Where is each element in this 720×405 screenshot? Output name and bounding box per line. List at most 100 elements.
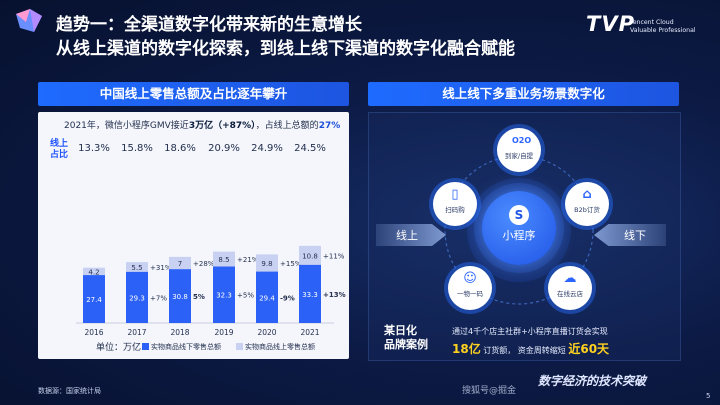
- online-share-label-2: 占比: [50, 150, 69, 160]
- tvp-logo: TVP Tencent Cloud Valuable Professional: [586, 12, 710, 42]
- online-share-value: 15.8%: [121, 143, 153, 154]
- people-icon: ☺: [463, 271, 477, 286]
- node-scan: ▯ 扫码购: [433, 182, 477, 226]
- x-tick-label: 2021: [300, 328, 319, 337]
- node-b2b: ⌂ B2b订货: [565, 182, 609, 226]
- bar-online: [213, 251, 235, 267]
- node-o2o: O2O 到家/自提: [497, 128, 541, 172]
- left-panel-heading: 中国线上零售总额及占比逐年攀升: [38, 82, 349, 106]
- bar-online: [169, 256, 191, 270]
- bar-offline: [256, 271, 278, 323]
- bar-offline-label: 30.8: [172, 293, 188, 301]
- page-number: 5: [706, 392, 711, 400]
- case-text-1: 通过4千个店主社群+小程序直播订货会实现: [452, 327, 608, 336]
- mini-program-icon: S: [509, 205, 529, 225]
- offline-arrow-label: 线下: [624, 229, 646, 242]
- bar-offline: [126, 271, 148, 323]
- online-share-label-1: 线上: [50, 139, 69, 149]
- bar-online: [126, 262, 148, 272]
- case-text-2: 18亿 订货额， 资金周转缩短 近60天: [452, 340, 609, 357]
- footer-brand: 数字经济的技术突破: [538, 374, 647, 388]
- online-share-value: 18.6%: [164, 143, 196, 154]
- bar-offline-label: 29.3: [129, 294, 145, 302]
- growth-offline-label: +13%: [323, 291, 346, 299]
- case-title-1: 某日化: [384, 324, 417, 337]
- unit-label: 单位：万亿: [96, 343, 142, 353]
- legend-online-swatch: [236, 343, 243, 350]
- chart-note-suffix: ，占线上总额的: [255, 121, 319, 131]
- node-code-label: 一物一码: [457, 290, 483, 298]
- page-title: 趋势一：全渠道数字化带来新的生意增长: [56, 15, 362, 35]
- bar-offline: [169, 269, 191, 323]
- bar-offline: [83, 275, 105, 323]
- growth-online-label: +15%: [280, 260, 302, 268]
- x-tick-label: 2018: [170, 328, 189, 337]
- growth-online-label: +31%: [150, 264, 172, 272]
- growth-offline-label: 5%: [193, 293, 205, 301]
- online-share-value: 24.5%: [294, 143, 326, 154]
- chart-note-growth: （+87%）: [213, 121, 256, 131]
- phone-scan-icon: ▯: [451, 187, 459, 202]
- growth-offline-label: +5%: [237, 292, 254, 300]
- bar-online-label: 10.8: [302, 252, 318, 260]
- legend-online: 实物商品线上零售总额: [236, 342, 315, 352]
- x-tick-label: 2020: [257, 328, 276, 337]
- node-code: ☺ 一物一码: [448, 266, 492, 310]
- node-b2b-label: B2b订货: [574, 206, 600, 214]
- mini-program-hub: S 小程序: [482, 191, 556, 265]
- case-value-2: 近60天: [568, 342, 610, 356]
- store-icon: ⌂: [582, 187, 592, 202]
- legend-online-label: 实物商品线上零售总额: [245, 343, 315, 351]
- cloud-store-icon: ☁: [563, 271, 577, 286]
- case-title-2: 品牌案例: [384, 338, 428, 351]
- growth-online-label: +11%: [323, 252, 345, 260]
- data-source: 数据源：国家统计局: [38, 387, 101, 395]
- bar-online-label: 7: [178, 260, 182, 268]
- legend-offline: 实物商品线下零售总额: [142, 342, 221, 352]
- chart-note-prefix: 2021年，微信小程序GMV接近: [64, 121, 189, 131]
- bar-online-label: 5.5: [131, 264, 142, 272]
- legend-offline-label: 实物商品线下零售总额: [151, 343, 221, 351]
- bar-online: [256, 254, 278, 272]
- node-cloud-store-label: 在线云店: [557, 290, 583, 298]
- case-title: 某日化 品牌案例: [384, 324, 428, 352]
- online-share-value: 24.9%: [251, 143, 283, 154]
- bar-online: [83, 267, 105, 276]
- online-share-value: 20.9%: [208, 143, 240, 154]
- chart-note: 2021年，微信小程序GMV接近3万亿（+87%），占线上总额的27%: [64, 118, 340, 131]
- growth-offline-label: +7%: [150, 294, 167, 302]
- bar-offline-label: 27.4: [86, 296, 102, 304]
- bar-online-label: 4.2: [88, 268, 99, 276]
- chart-note-share: 27%: [318, 121, 341, 131]
- x-tick-label: 2016: [84, 328, 103, 337]
- tvp-logo-mark: TVP: [586, 12, 635, 36]
- stacked-bar-chart: 27.4 4.2 2016 29.3 5.5 2017 +7% +31% 30.8 7 2018 5%…: [76, 245, 346, 337]
- bar-offline-label: 33.3: [302, 291, 318, 299]
- node-cloud-store: ☁ 在线云店: [548, 266, 592, 310]
- case-value-1: 18亿: [452, 342, 481, 356]
- bar-offline-label: 29.4: [259, 294, 275, 302]
- hub-label: 小程序: [502, 229, 536, 242]
- tvp-logo-line1: Tencent Cloud: [630, 19, 674, 26]
- o2o-icon: O2O: [512, 136, 532, 145]
- bar-online-label: 9.8: [261, 260, 272, 268]
- x-tick-label: 2017: [127, 328, 146, 337]
- legend-offline-swatch: [142, 343, 149, 350]
- tvp-logo-line2: Valuable Professional: [630, 27, 696, 34]
- online-share-label: 线上 占比: [50, 139, 68, 161]
- x-tick-label: 2019: [214, 328, 233, 337]
- chart-note-value: 3万亿: [188, 121, 214, 131]
- online-arrow-label: 线上: [396, 229, 418, 242]
- brand-logo-icon: [16, 9, 42, 32]
- page-subtitle: 从线上渠道的数字化探索，到线上线下渠道的数字化融合赋能: [56, 39, 515, 59]
- bar-online: [299, 245, 321, 265]
- online-arrow: 线上: [376, 224, 446, 246]
- online-share-value: 13.3%: [78, 143, 110, 154]
- growth-online-label: +21%: [237, 256, 259, 264]
- watermark: 搜狐号@掘金: [462, 386, 517, 396]
- node-o2o-label: 到家/自提: [504, 152, 534, 160]
- right-panel-heading: 线上线下多重业务场景数字化: [368, 82, 679, 106]
- bar-online-label: 8.5: [218, 256, 229, 264]
- node-scan-label: 扫码购: [445, 206, 465, 214]
- growth-offline-label: -9%: [280, 294, 295, 302]
